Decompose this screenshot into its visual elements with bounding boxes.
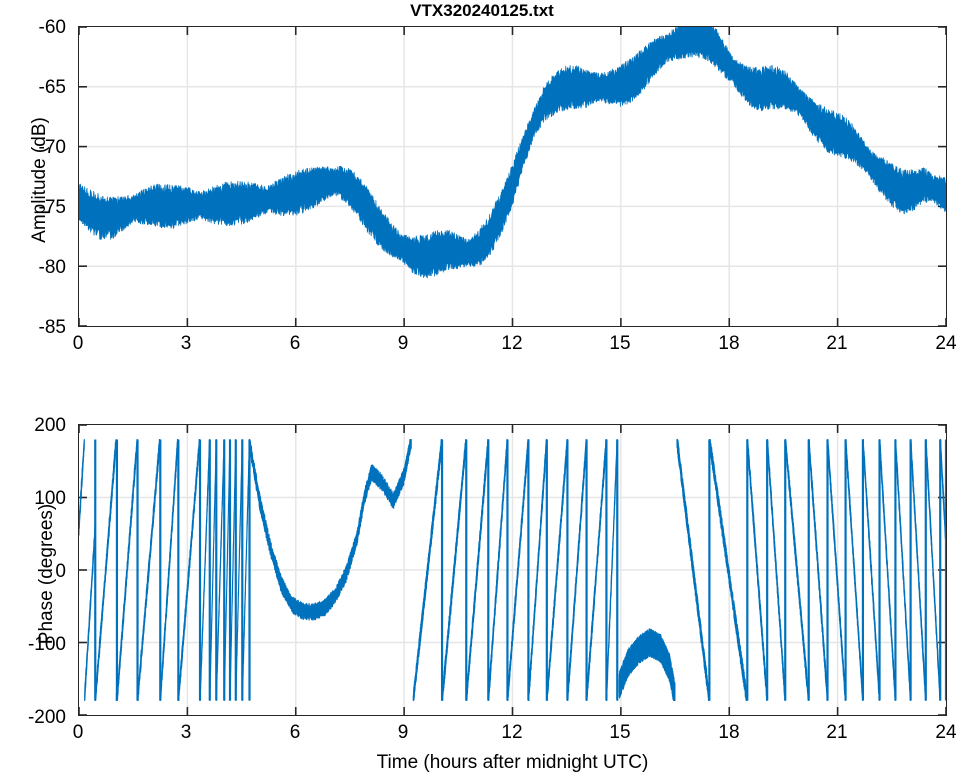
amplitude-ytick-5: -85: [38, 317, 66, 338]
phase-xtick-4: 12: [501, 722, 523, 743]
amplitude-ytick-1: -65: [38, 77, 66, 98]
phase-xtick-1: 3: [180, 722, 192, 743]
phase-axes: [78, 424, 947, 716]
amplitude-xtick-8: 24: [935, 333, 957, 354]
amplitude-ytick-4: -80: [38, 257, 66, 278]
phase-xtick-3: 9: [397, 722, 409, 743]
amplitude-xtick-4: 12: [501, 333, 523, 354]
amplitude-ytick-3: -75: [38, 197, 66, 218]
phase-plot-area: [79, 425, 946, 715]
phase-xtick-5: 15: [609, 722, 631, 743]
amplitude-ytick-2: -70: [38, 137, 66, 158]
amplitude-xtick-6: 18: [718, 333, 740, 354]
amplitude-xtick-1: 3: [180, 333, 192, 354]
amplitude-ytick-0: -60: [38, 17, 66, 38]
amplitude-xtick-2: 6: [289, 333, 301, 354]
phase-xtick-6: 18: [718, 722, 740, 743]
phase-ytick-2: 0: [55, 561, 66, 582]
phase-xaxis-label: Time (hours after midnight UTC): [376, 752, 649, 773]
phase-ytick-3: -100: [27, 634, 66, 655]
amplitude-xtick-3: 9: [397, 333, 409, 354]
phase-xtick-7: 21: [826, 722, 848, 743]
amplitude-axes: [78, 26, 947, 327]
phase-ytick-4: -200: [27, 707, 66, 728]
phase-xtick-2: 6: [289, 722, 301, 743]
phase-xtick-0: 0: [72, 722, 84, 743]
figure-title: VTX320240125.txt: [410, 1, 554, 20]
amplitude-xtick-7: 21: [826, 333, 848, 354]
phase-ytick-1: 100: [34, 488, 66, 509]
phase-ytick-0: 200: [34, 415, 66, 436]
phase-yaxis-label: Phase (degrees): [36, 503, 57, 645]
phase-xtick-8: 24: [935, 722, 957, 743]
amplitude-plot-area: [79, 27, 946, 326]
amplitude-xtick-5: 15: [609, 333, 631, 354]
amplitude-xtick-0: 0: [72, 333, 84, 354]
amplitude-yaxis-label: Amplitude (dB): [29, 117, 50, 243]
